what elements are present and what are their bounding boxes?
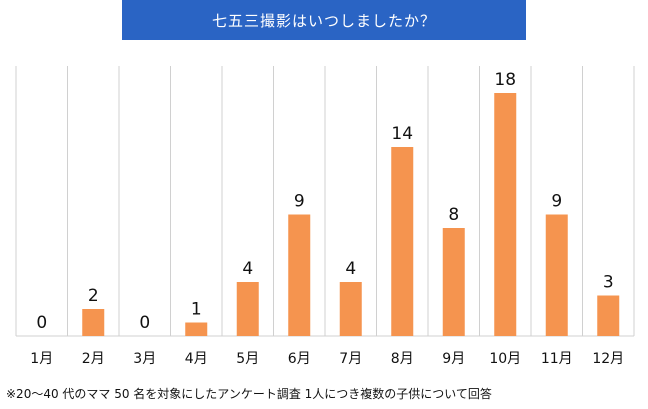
data-label: 4 (345, 259, 356, 279)
data-label: 8 (448, 205, 459, 225)
bar-5月 (236, 282, 259, 336)
x-tick-label: 7月 (339, 351, 362, 367)
bar-6月 (288, 214, 311, 336)
data-label: 1 (191, 300, 202, 320)
data-label: 14 (391, 124, 413, 144)
data-label: 2 (88, 286, 99, 306)
bar-11月 (545, 214, 568, 336)
bar-8月 (391, 147, 414, 336)
data-label: 4 (242, 259, 253, 279)
data-label: 18 (494, 70, 516, 90)
bar-12月 (597, 295, 620, 336)
x-tick-label: 10月 (489, 351, 521, 367)
x-tick-label: 4月 (185, 351, 208, 367)
data-label: 0 (139, 313, 150, 333)
x-tick-label: 1月 (30, 351, 53, 367)
x-tick-label: 11月 (541, 351, 573, 367)
x-tick-label: 3月 (133, 351, 156, 367)
chart-title: 七五三撮影はいつしましたか？ (122, 0, 526, 40)
data-label: 0 (36, 313, 47, 333)
data-label: 9 (551, 192, 562, 212)
bar-9月 (442, 228, 465, 336)
bar-10月 (494, 93, 517, 336)
x-tick-label: 6月 (288, 351, 311, 367)
x-tick-label: 2月 (82, 351, 105, 367)
x-tick-label: 9月 (442, 351, 465, 367)
x-tick-label: 8月 (391, 351, 414, 367)
data-label: 9 (294, 192, 305, 212)
bar-7月 (339, 282, 362, 336)
bar-2月 (82, 309, 105, 336)
x-tick-label: 5月 (236, 351, 259, 367)
bar-4月 (185, 322, 208, 336)
x-tick-label: 12月 (592, 351, 624, 367)
footnote: ※20〜40 代のママ 50 名を対象にしたアンケート調査 1人につき複数の子供… (6, 387, 492, 401)
data-label: 3 (603, 273, 614, 293)
